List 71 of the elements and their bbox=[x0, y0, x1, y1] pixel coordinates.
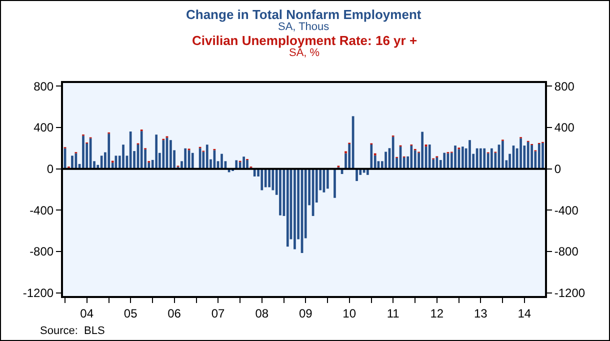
bar bbox=[108, 134, 110, 169]
bar bbox=[356, 168, 358, 182]
bar bbox=[392, 136, 394, 169]
y-tick-label: -400 bbox=[30, 203, 54, 218]
x-tick-label: 08 bbox=[255, 306, 269, 320]
x-tick-label: 09 bbox=[298, 306, 313, 320]
bar bbox=[129, 131, 132, 169]
bar bbox=[462, 146, 464, 169]
x-tick-label: 11 bbox=[386, 306, 400, 320]
y2-tick-label: 800 bbox=[554, 79, 575, 94]
bar bbox=[294, 168, 296, 250]
bar bbox=[334, 168, 336, 198]
bar bbox=[82, 136, 84, 169]
bar bbox=[526, 142, 530, 169]
bar bbox=[326, 168, 329, 189]
bar bbox=[428, 144, 431, 169]
x-tick-label: 07 bbox=[211, 306, 226, 320]
x-tick-label: 10 bbox=[342, 306, 356, 320]
bar bbox=[384, 152, 387, 169]
bar bbox=[220, 154, 223, 169]
x-tick-label: 12 bbox=[430, 306, 444, 320]
bar bbox=[286, 168, 289, 247]
y-tick-label: 0 bbox=[46, 162, 54, 176]
bar bbox=[454, 146, 456, 169]
bar bbox=[268, 168, 270, 188]
bar bbox=[155, 134, 158, 169]
bar bbox=[162, 140, 165, 169]
bar bbox=[170, 140, 172, 169]
bar bbox=[122, 144, 124, 169]
y-tick-label: -1200 bbox=[22, 286, 54, 300]
y2-tick-label: 0 bbox=[554, 162, 562, 176]
x-tick-label: 14 bbox=[518, 306, 532, 320]
bar bbox=[370, 144, 373, 169]
bar bbox=[443, 152, 446, 169]
text: SA, % bbox=[289, 47, 320, 59]
y2-tick-label: -800 bbox=[554, 244, 579, 259]
bar bbox=[260, 168, 264, 190]
bar bbox=[410, 146, 413, 169]
x-tick-label: 04 bbox=[80, 306, 94, 320]
bar bbox=[502, 140, 504, 169]
x-tick-label: 06 bbox=[168, 306, 182, 320]
y2-tick-label: 400 bbox=[554, 120, 575, 135]
y-tick-label: 800 bbox=[34, 79, 54, 94]
y-tick-label: 400 bbox=[34, 120, 54, 135]
bar bbox=[100, 156, 103, 169]
bar bbox=[520, 138, 522, 169]
source-note: Source: BLS bbox=[40, 325, 105, 337]
bar bbox=[206, 144, 208, 169]
bar bbox=[542, 142, 544, 169]
bar bbox=[140, 131, 143, 169]
bar bbox=[490, 148, 493, 169]
y-tick-label: -800 bbox=[30, 244, 54, 259]
y2-tick-label: -1200 bbox=[554, 286, 586, 300]
bar bbox=[538, 144, 540, 169]
text: Change in Total Nonfarm Employment bbox=[186, 7, 422, 22]
bar bbox=[279, 168, 282, 216]
bar bbox=[421, 132, 424, 169]
text: Civilian Unemployment Rate: 16 yr + bbox=[192, 33, 418, 48]
bar bbox=[479, 148, 482, 169]
bar bbox=[468, 140, 471, 169]
bar bbox=[530, 145, 533, 169]
bar bbox=[483, 148, 486, 169]
y2-tick-label: -400 bbox=[554, 203, 579, 218]
bar bbox=[184, 148, 186, 169]
x-tick-label: 13 bbox=[474, 306, 488, 320]
bar bbox=[71, 156, 74, 169]
text: SA, Thous bbox=[278, 21, 330, 33]
bar bbox=[264, 168, 267, 188]
bar bbox=[242, 156, 245, 169]
x-tick-label: 05 bbox=[124, 306, 138, 320]
bar bbox=[191, 152, 194, 169]
